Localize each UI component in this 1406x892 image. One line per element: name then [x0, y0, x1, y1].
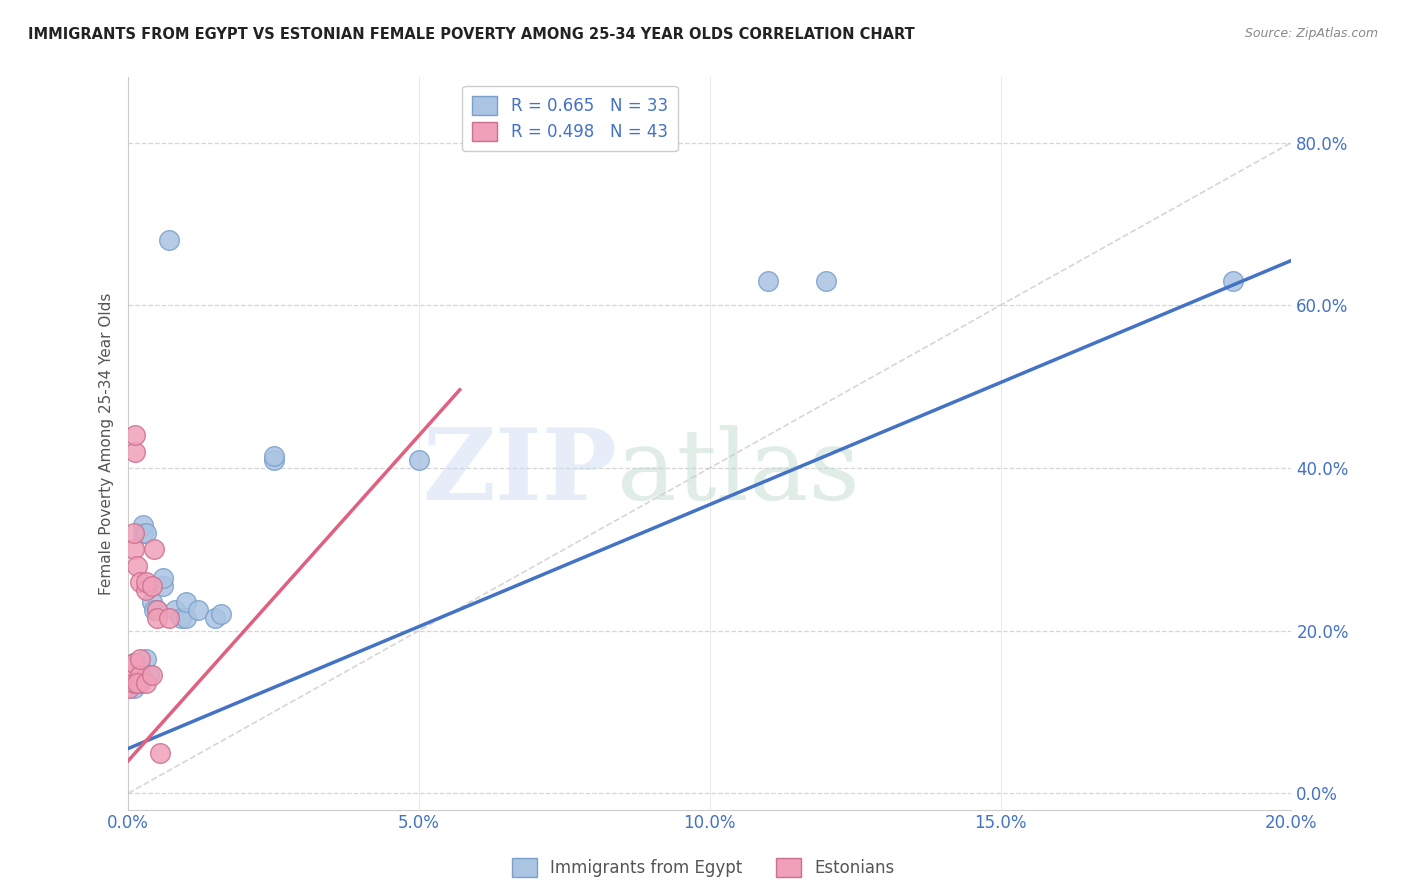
Point [141, 668, 163, 682]
Point [204, 611, 226, 625]
Point [132, 525, 155, 540]
Point [146, 603, 169, 617]
Point [132, 517, 155, 532]
Point [128, 668, 150, 682]
Point [157, 233, 180, 247]
Point [118, 676, 141, 690]
Point [128, 652, 150, 666]
Point [756, 274, 779, 288]
Point [120, 665, 142, 680]
Point [125, 656, 148, 670]
Point [118, 673, 141, 687]
Point [118, 668, 141, 682]
Point [815, 274, 838, 288]
Point [143, 542, 166, 557]
Point [135, 652, 157, 666]
Point [120, 673, 142, 687]
Point [135, 574, 157, 589]
Point [122, 668, 145, 682]
Point [149, 746, 172, 760]
Point [120, 665, 142, 679]
Point [122, 542, 145, 557]
Point [141, 579, 163, 593]
Point [176, 595, 198, 609]
Point [408, 452, 430, 467]
Point [263, 449, 285, 463]
Text: atlas: atlas [617, 425, 859, 521]
Point [124, 428, 146, 442]
Point [138, 668, 160, 682]
Point [169, 611, 191, 625]
Point [141, 595, 163, 609]
Y-axis label: Female Poverty Among 25-34 Year Olds: Female Poverty Among 25-34 Year Olds [100, 293, 114, 595]
Point [1222, 274, 1244, 288]
Point [128, 676, 150, 690]
Point [209, 607, 232, 622]
Point [125, 558, 148, 573]
Point [125, 676, 148, 690]
Point [135, 582, 157, 597]
Text: Source: ZipAtlas.com: Source: ZipAtlas.com [1244, 27, 1378, 40]
Point [128, 673, 150, 687]
Point [122, 656, 145, 670]
Point [135, 525, 157, 540]
Point [122, 525, 145, 540]
Point [122, 676, 145, 690]
Point [128, 660, 150, 674]
Point [143, 603, 166, 617]
Point [135, 676, 157, 690]
Point [176, 611, 198, 625]
Point [152, 571, 174, 585]
Point [187, 603, 209, 617]
Text: ZIP: ZIP [422, 425, 617, 521]
Point [121, 668, 143, 682]
Point [122, 673, 145, 687]
Legend: R = 0.665   N = 33, R = 0.498   N = 43: R = 0.665 N = 33, R = 0.498 N = 43 [463, 86, 678, 151]
Point [122, 660, 145, 674]
Point [118, 681, 141, 695]
Point [152, 579, 174, 593]
Point [146, 611, 169, 625]
Legend: Immigrants from Egypt, Estonians: Immigrants from Egypt, Estonians [505, 851, 901, 884]
Point [146, 603, 169, 617]
Point [122, 656, 145, 670]
Point [121, 665, 143, 679]
Text: IMMIGRANTS FROM EGYPT VS ESTONIAN FEMALE POVERTY AMONG 25-34 YEAR OLDS CORRELATI: IMMIGRANTS FROM EGYPT VS ESTONIAN FEMALE… [28, 27, 915, 42]
Point [128, 574, 150, 589]
Point [124, 444, 146, 458]
Point [263, 452, 285, 467]
Point [122, 660, 145, 674]
Point [122, 681, 145, 695]
Point [125, 668, 148, 682]
Point [163, 603, 186, 617]
Point [157, 611, 180, 625]
Point [121, 673, 143, 687]
